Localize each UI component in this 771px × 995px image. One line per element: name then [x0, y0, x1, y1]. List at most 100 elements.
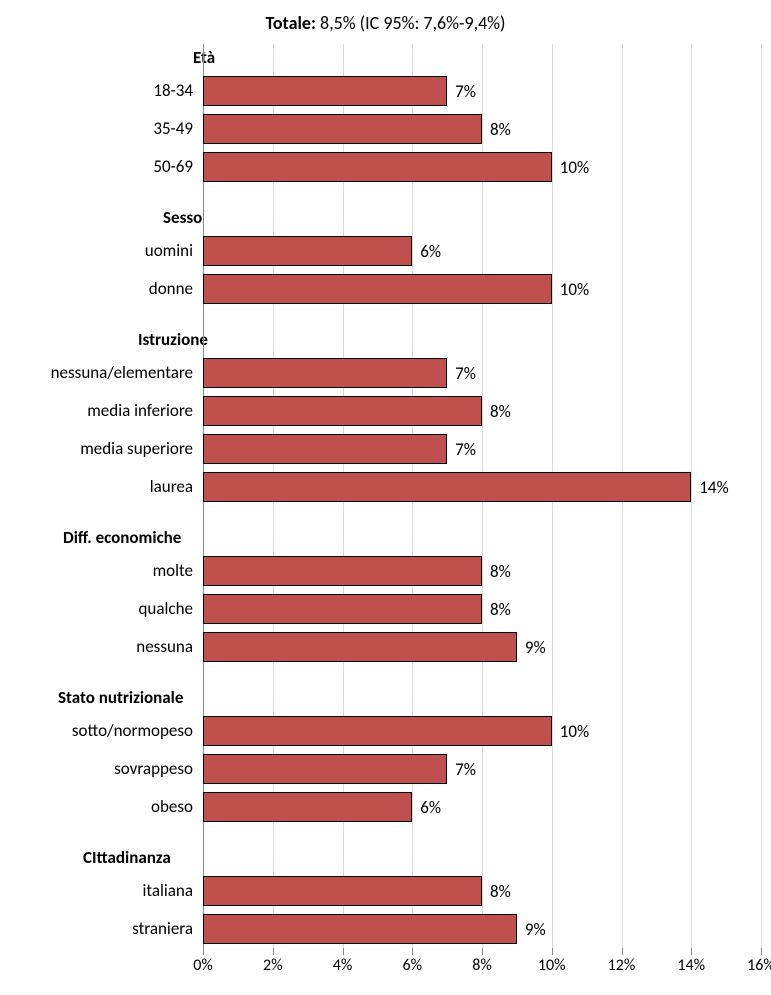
bar [203, 792, 412, 822]
tick-mark [622, 948, 623, 955]
bar-value-label: 9% [525, 919, 546, 940]
bar-value-label: 7% [455, 363, 476, 384]
category-label: obeso [8, 788, 203, 826]
category-label: 35-49 [8, 110, 203, 148]
tick-label: 0% [193, 956, 213, 975]
tick-mark [343, 948, 344, 955]
category-label: donne [8, 270, 203, 308]
category-label: molte [8, 552, 203, 590]
category-label: 18-34 [8, 72, 203, 110]
bar-value-label: 8% [490, 119, 511, 140]
bar-value-label: 6% [420, 241, 441, 262]
bar [203, 236, 412, 266]
bar [203, 472, 691, 502]
bar [203, 914, 517, 944]
bar-row: 8% [203, 392, 761, 430]
bar-row: 9% [203, 628, 761, 666]
bar-value-label: 10% [560, 721, 589, 742]
tick-label: 10% [538, 956, 566, 975]
category-label: sotto/normopeso [8, 712, 203, 750]
bar-value-label: 9% [525, 637, 546, 658]
group-header: CIttadinanza [8, 844, 203, 872]
bar-row: 8% [203, 110, 761, 148]
bar-row: 8% [203, 590, 761, 628]
bar [203, 876, 482, 906]
x-axis: 0%2%4%6%8%10%12%14%16% [203, 948, 761, 983]
bar-value-label: 7% [455, 759, 476, 780]
tick-label: 12% [608, 956, 636, 975]
bar-row: 8% [203, 552, 761, 590]
tick-label: 14% [677, 956, 705, 975]
bar-value-label: 14% [699, 477, 728, 498]
bar [203, 716, 552, 746]
bar-row: 8% [203, 872, 761, 910]
bar [203, 76, 447, 106]
bar [203, 754, 447, 784]
bar-row: 6% [203, 232, 761, 270]
bar-row: 9% [203, 910, 761, 948]
tick-label: 8% [472, 956, 492, 975]
bar [203, 114, 482, 144]
category-label: media inferiore [8, 392, 203, 430]
group-header: Stato nutrizionale [8, 684, 203, 712]
title-value: 8,5% (IC 95%: 7,6%-9,4%) [320, 12, 506, 34]
bar-value-label: 8% [490, 401, 511, 422]
labels-column: Età18-3435-4950-69 Sessouominidonne Istruz… [8, 44, 203, 983]
category-label: sovrappeso [8, 750, 203, 788]
bar [203, 358, 447, 388]
group-header: Età [8, 44, 203, 72]
bar-value-label: 8% [490, 561, 511, 582]
tick-mark [552, 948, 553, 955]
bar-value-label: 6% [420, 797, 441, 818]
tick-mark [761, 948, 762, 955]
category-label: straniera [8, 910, 203, 948]
category-label: uomini [8, 232, 203, 270]
tick-label: 6% [402, 956, 422, 975]
bar [203, 556, 482, 586]
bar-value-label: 8% [490, 599, 511, 620]
title-prefix: Totale: [265, 12, 320, 34]
bar-row: 7% [203, 354, 761, 392]
plot-area: . 7% 8% 10% . 6% 10% . [203, 44, 761, 948]
bar [203, 152, 552, 182]
bar [203, 632, 517, 662]
bar-value-label: 8% [490, 881, 511, 902]
bar-row: 14% [203, 468, 761, 506]
bar-row: 7% [203, 72, 761, 110]
tick-mark [203, 948, 204, 955]
tick-mark [691, 948, 692, 955]
group-header: Istruzione [8, 326, 203, 354]
category-label: nessuna [8, 628, 203, 666]
bar-value-label: 10% [560, 279, 589, 300]
category-label: 50-69 [8, 148, 203, 186]
bar-row: 7% [203, 750, 761, 788]
bar [203, 594, 482, 624]
tick-label: 2% [263, 956, 283, 975]
group-header: Sesso [8, 204, 203, 232]
gridline [761, 44, 762, 948]
chart: Età18-3435-4950-69 Sessouominidonne Istruz… [8, 44, 763, 983]
bar-row: 6% [203, 788, 761, 826]
bar-row: 10% [203, 148, 761, 186]
category-label: media superiore [8, 430, 203, 468]
bar [203, 396, 482, 426]
bar-value-label: 10% [560, 157, 589, 178]
bar-row: 10% [203, 270, 761, 308]
tick-mark [412, 948, 413, 955]
tick-mark [273, 948, 274, 955]
tick-label: 16% [747, 956, 771, 975]
tick-mark [482, 948, 483, 955]
bar [203, 274, 552, 304]
category-label: qualche [8, 590, 203, 628]
bar-row: 7% [203, 430, 761, 468]
category-label: italiana [8, 872, 203, 910]
group-header: Diff. economiche [8, 524, 203, 552]
bar-value-label: 7% [455, 439, 476, 460]
bar-row: 10% [203, 712, 761, 750]
chart-title: Totale: 8,5% (IC 95%: 7,6%-9,4%) [8, 12, 763, 34]
bar [203, 434, 447, 464]
category-label: nessuna/elementare [8, 354, 203, 392]
plot-column: . 7% 8% 10% . 6% 10% . [203, 44, 763, 983]
category-label: laurea [8, 468, 203, 506]
tick-label: 4% [333, 956, 353, 975]
